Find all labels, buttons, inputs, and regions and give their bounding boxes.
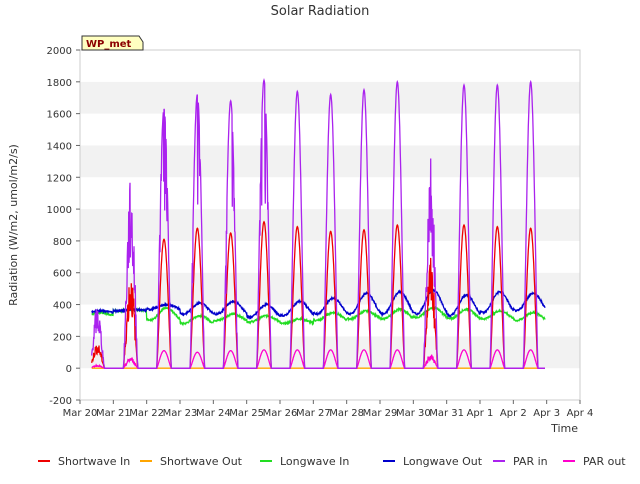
x-tick-label: Apr 4	[567, 408, 594, 419]
legend-label: PAR in	[513, 455, 548, 468]
grid-band	[80, 336, 580, 369]
y-tick-label: 2000	[47, 46, 72, 57]
y-tick-label: 1200	[47, 173, 72, 184]
y-tick-label: 600	[53, 269, 72, 280]
x-tick-label: Mar 24	[196, 408, 231, 419]
legend-label: Longwave In	[280, 455, 349, 468]
x-tick-label: Apr 1	[467, 408, 494, 419]
x-tick-label: Mar 21	[96, 408, 131, 419]
y-tick-label: 1800	[47, 78, 72, 89]
legend-label: Longwave Out	[403, 455, 483, 468]
y-tick-label: 1600	[47, 110, 72, 121]
legend-label: Shortwave In	[58, 455, 130, 468]
grid-band	[80, 50, 580, 82]
chart-title: Solar Radiation	[271, 4, 370, 19]
grid-band	[80, 368, 580, 400]
x-axis-label: Time	[550, 422, 578, 435]
x-tick-label: Mar 31	[429, 408, 464, 419]
legend-label: PAR out	[583, 455, 626, 468]
x-tick-label: Apr 3	[533, 408, 560, 419]
x-tick-label: Mar 22	[129, 408, 164, 419]
x-tick-label: Mar 28	[329, 408, 364, 419]
series-line-par-in	[91, 77, 545, 369]
legend-label: Shortwave Out	[160, 455, 243, 468]
y-axis-label: Radiation (W/m2, umol/m2/s)	[7, 144, 20, 306]
x-tick-label: Mar 23	[163, 408, 198, 419]
plot-frame	[79, 49, 581, 401]
grid-band	[80, 304, 580, 337]
x-tick-label: Mar 29	[363, 408, 398, 419]
grid-band	[80, 145, 580, 178]
y-tick-label: 1400	[47, 141, 72, 152]
y-tick-label: 1000	[47, 205, 72, 216]
y-tick-label: 400	[53, 301, 72, 312]
series-layer	[91, 77, 546, 369]
x-tick-label: Mar 27	[296, 408, 331, 419]
x-tick-label: Mar 30	[396, 408, 431, 419]
y-tick-label: 200	[53, 332, 72, 343]
y-axis: -200 0 200 400 600 800 1000 1200 1400 1600 1800 200…	[47, 46, 80, 407]
x-tick-label: Mar 26	[263, 408, 298, 419]
grid-band	[80, 177, 580, 210]
x-tick-label: Apr 2	[500, 408, 527, 419]
grid-band	[80, 240, 580, 273]
site-label-badge: WP_met	[81, 35, 144, 51]
y-tick-label: -200	[49, 396, 72, 407]
x-tick-label: Mar 20	[63, 408, 98, 419]
y-tick-label: 800	[53, 237, 72, 248]
x-tick-label: Mar 25	[229, 408, 264, 419]
y-tick-label: 0	[66, 364, 72, 375]
site-label-text: WP_met	[86, 39, 132, 50]
grid-band	[80, 113, 580, 146]
legend: Shortwave In Shortwave Out Longwave In Long…	[38, 455, 626, 468]
